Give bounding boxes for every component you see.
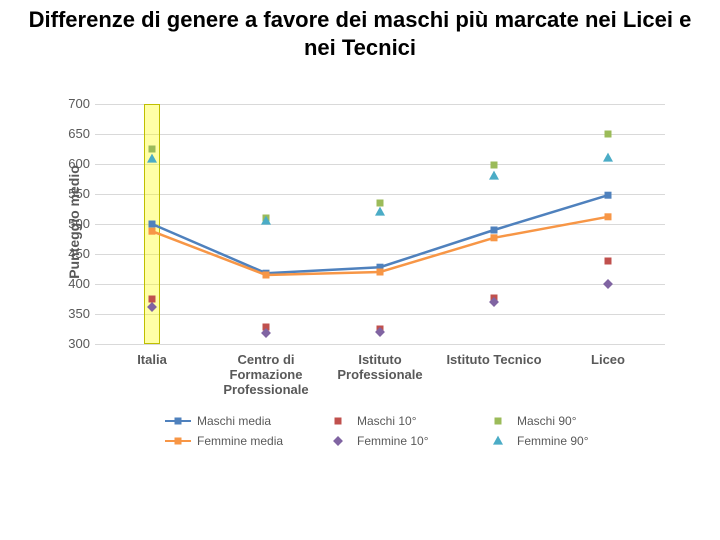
scatter-marker: [491, 162, 498, 169]
y-tick: 700: [50, 96, 90, 111]
y-tick: 550: [50, 186, 90, 201]
scatter-marker: [489, 171, 499, 180]
scatter-marker: [605, 258, 612, 265]
legend-item: Femmine media: [165, 434, 315, 448]
y-tick: 650: [50, 126, 90, 141]
scatter-marker: [149, 146, 156, 153]
legend-item: Femmine 90°: [485, 434, 635, 448]
scatter-marker: [605, 131, 612, 138]
line-marker: [149, 221, 156, 228]
line-marker: [491, 227, 498, 234]
gridline: [95, 344, 665, 345]
scatter-marker: [375, 207, 385, 216]
scatter-marker: [603, 153, 613, 162]
x-tick: Istituto Tecnico: [437, 352, 551, 367]
legend-item: Maschi 90°: [485, 414, 635, 428]
scatter-marker: [261, 216, 271, 225]
line-marker: [605, 192, 612, 199]
legend-label: Femmine 90°: [517, 434, 589, 448]
scatter-marker: [147, 154, 157, 163]
legend-label: Maschi media: [197, 414, 271, 428]
line-marker: [149, 228, 156, 235]
x-tick: Liceo: [551, 352, 665, 367]
y-tick: 400: [50, 276, 90, 291]
line-marker: [605, 213, 612, 220]
legend: Maschi media Maschi 10° Maschi 90° Femmine …: [165, 414, 635, 448]
legend-label: Maschi 90°: [517, 414, 577, 428]
y-tick: 500: [50, 216, 90, 231]
legend-label: Maschi 10°: [357, 414, 417, 428]
y-tick: 450: [50, 246, 90, 261]
legend-item: Maschi 10°: [325, 414, 475, 428]
line-marker: [377, 269, 384, 276]
chart-svg: [95, 104, 665, 344]
line-marker: [263, 272, 270, 279]
x-tick: Istituto Professionale: [323, 352, 437, 382]
legend-label: Femmine 10°: [357, 434, 429, 448]
x-tick: Centro di Formazione Professionale: [209, 352, 323, 397]
legend-item: Femmine 10°: [325, 434, 475, 448]
scatter-marker: [377, 200, 384, 207]
y-tick: 600: [50, 156, 90, 171]
y-tick: 350: [50, 306, 90, 321]
line-marker: [491, 234, 498, 241]
x-tick: Italia: [95, 352, 209, 367]
chart-title: Differenze di genere a favore dei maschi…: [0, 0, 720, 61]
y-tick: 300: [50, 336, 90, 351]
legend-item: Maschi media: [165, 414, 315, 428]
legend-label: Femmine media: [197, 434, 283, 448]
plot-area: [95, 104, 665, 344]
